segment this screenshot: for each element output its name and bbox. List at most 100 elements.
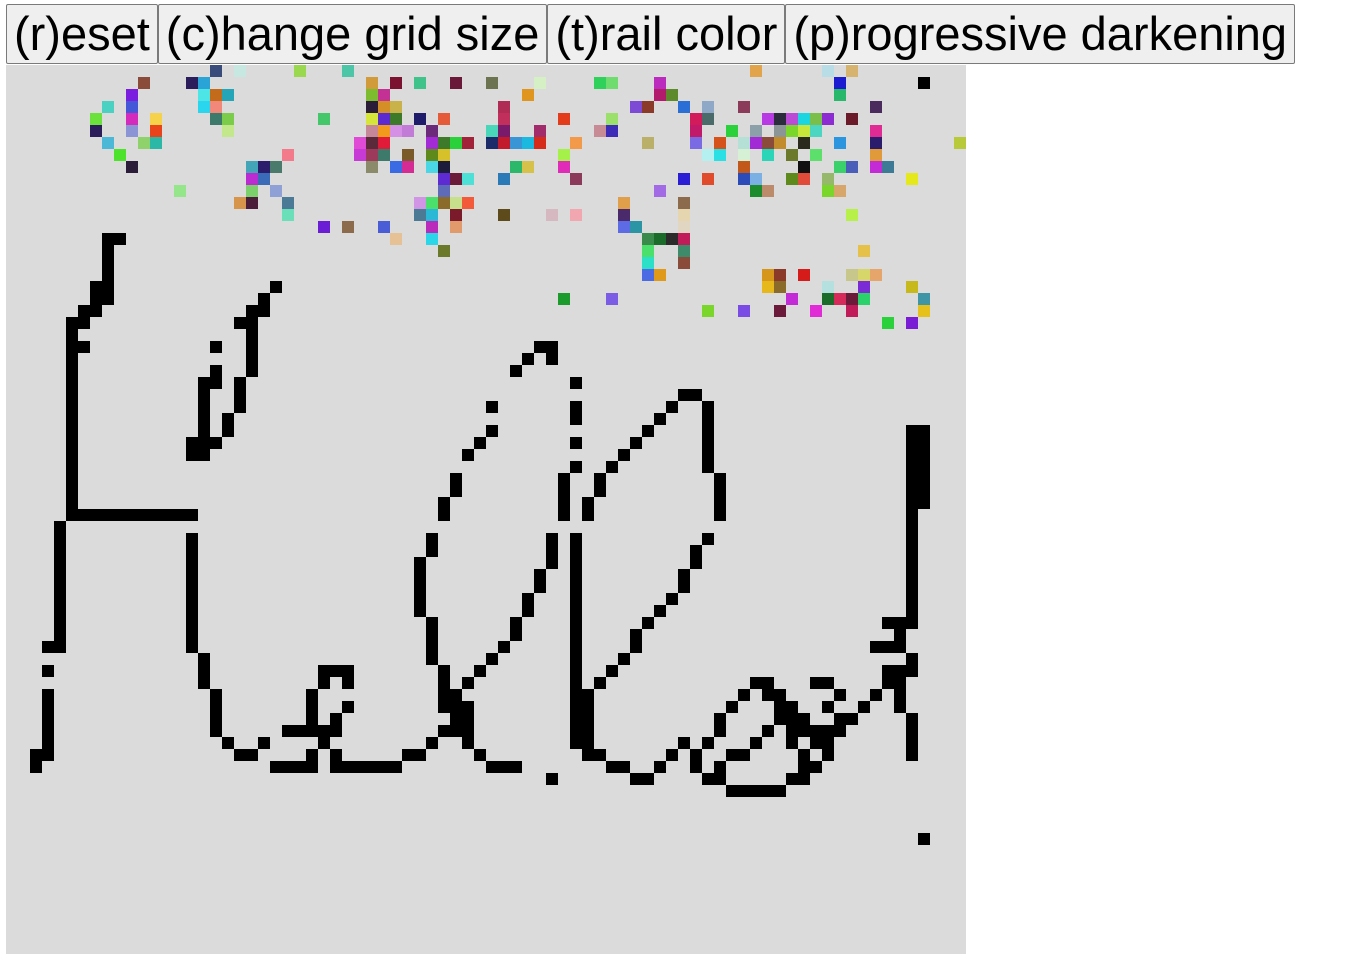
trail-cell [426, 125, 438, 137]
ink-cell [234, 401, 246, 413]
ink-cell [306, 689, 318, 701]
ink-cell [486, 653, 498, 665]
ink-cell [42, 737, 54, 749]
ink-cell [258, 293, 270, 305]
trail-cell [510, 161, 522, 173]
trail-cell [234, 65, 246, 77]
ink-cell [906, 581, 918, 593]
trail-cell [798, 137, 810, 149]
ink-cell [102, 233, 114, 245]
ink-cell [918, 497, 930, 509]
trail-cell [594, 77, 606, 89]
trail-cell [486, 125, 498, 137]
ink-cell [546, 773, 558, 785]
trail-cell [690, 113, 702, 125]
trail-cell [870, 125, 882, 137]
ink-cell [774, 785, 786, 797]
ink-cell [630, 641, 642, 653]
ink-cell [786, 737, 798, 749]
ink-cell [474, 749, 486, 761]
ink-cell [678, 737, 690, 749]
trail-cell [870, 161, 882, 173]
ink-cell [510, 761, 522, 773]
ink-cell [306, 725, 318, 737]
progressive-darkening-button[interactable]: (p)rogressive darkening [785, 4, 1296, 64]
ink-cell [198, 449, 210, 461]
trail-cell [150, 113, 162, 125]
ink-cell [678, 389, 690, 401]
ink-cell [570, 581, 582, 593]
trail-cell [810, 305, 822, 317]
trail-cell [750, 125, 762, 137]
ink-cell [198, 401, 210, 413]
trail-color-button[interactable]: (t)rail color [547, 4, 786, 64]
trail-cell [786, 125, 798, 137]
ink-cell [570, 617, 582, 629]
trail-cell [846, 113, 858, 125]
ink-cell [462, 449, 474, 461]
ink-cell [870, 689, 882, 701]
trail-cell [366, 101, 378, 113]
ink-cell [822, 749, 834, 761]
ink-cell [198, 437, 210, 449]
ink-cell [330, 725, 342, 737]
ink-cell [210, 341, 222, 353]
trail-cell [702, 101, 714, 113]
ink-cell [66, 365, 78, 377]
ink-cell [906, 665, 918, 677]
ink-cell [30, 749, 42, 761]
ink-cell [798, 773, 810, 785]
trail-cell [954, 137, 966, 149]
trail-cell [846, 305, 858, 317]
trail-cell [378, 113, 390, 125]
change-grid-size-button[interactable]: (c)hange grid size [157, 4, 548, 64]
ink-cell [582, 749, 594, 761]
trail-cell [810, 113, 822, 125]
trail-cell [762, 269, 774, 281]
ink-cell [234, 749, 246, 761]
ink-cell [486, 425, 498, 437]
trail-cell [366, 77, 378, 89]
ink-cell [570, 461, 582, 473]
ink-cell [486, 401, 498, 413]
trail-cell [390, 77, 402, 89]
ink-cell [570, 629, 582, 641]
trail-cell [438, 137, 450, 149]
ink-cell [462, 701, 474, 713]
reset-button[interactable]: (r)eset [6, 4, 158, 64]
ink-cell [906, 437, 918, 449]
ink-cell [78, 305, 90, 317]
ink-cell [42, 749, 54, 761]
ink-cell [270, 281, 282, 293]
trail-cell [738, 101, 750, 113]
ink-cell [510, 617, 522, 629]
ink-cell [186, 509, 198, 521]
trail-cell [558, 293, 570, 305]
trail-cell [198, 89, 210, 101]
ink-cell [402, 749, 414, 761]
ink-cell [246, 365, 258, 377]
trail-cell [126, 113, 138, 125]
drawing-canvas[interactable] [6, 65, 966, 954]
trail-cell [426, 161, 438, 173]
ink-cell [222, 413, 234, 425]
ink-cell [42, 713, 54, 725]
ink-cell [702, 449, 714, 461]
trail-cell [738, 161, 750, 173]
ink-cell [906, 725, 918, 737]
ink-cell [642, 773, 654, 785]
ink-cell [834, 713, 846, 725]
ink-cell [54, 581, 66, 593]
ink-cell [618, 449, 630, 461]
ink-cell [894, 665, 906, 677]
trail-cell [570, 173, 582, 185]
ink-cell [66, 377, 78, 389]
ink-cell [582, 701, 594, 713]
trail-cell [390, 113, 402, 125]
trail-cell [822, 281, 834, 293]
ink-cell [690, 389, 702, 401]
trail-cell [414, 77, 426, 89]
ink-cell [426, 737, 438, 749]
ink-cell [690, 557, 702, 569]
ink-cell [690, 545, 702, 557]
